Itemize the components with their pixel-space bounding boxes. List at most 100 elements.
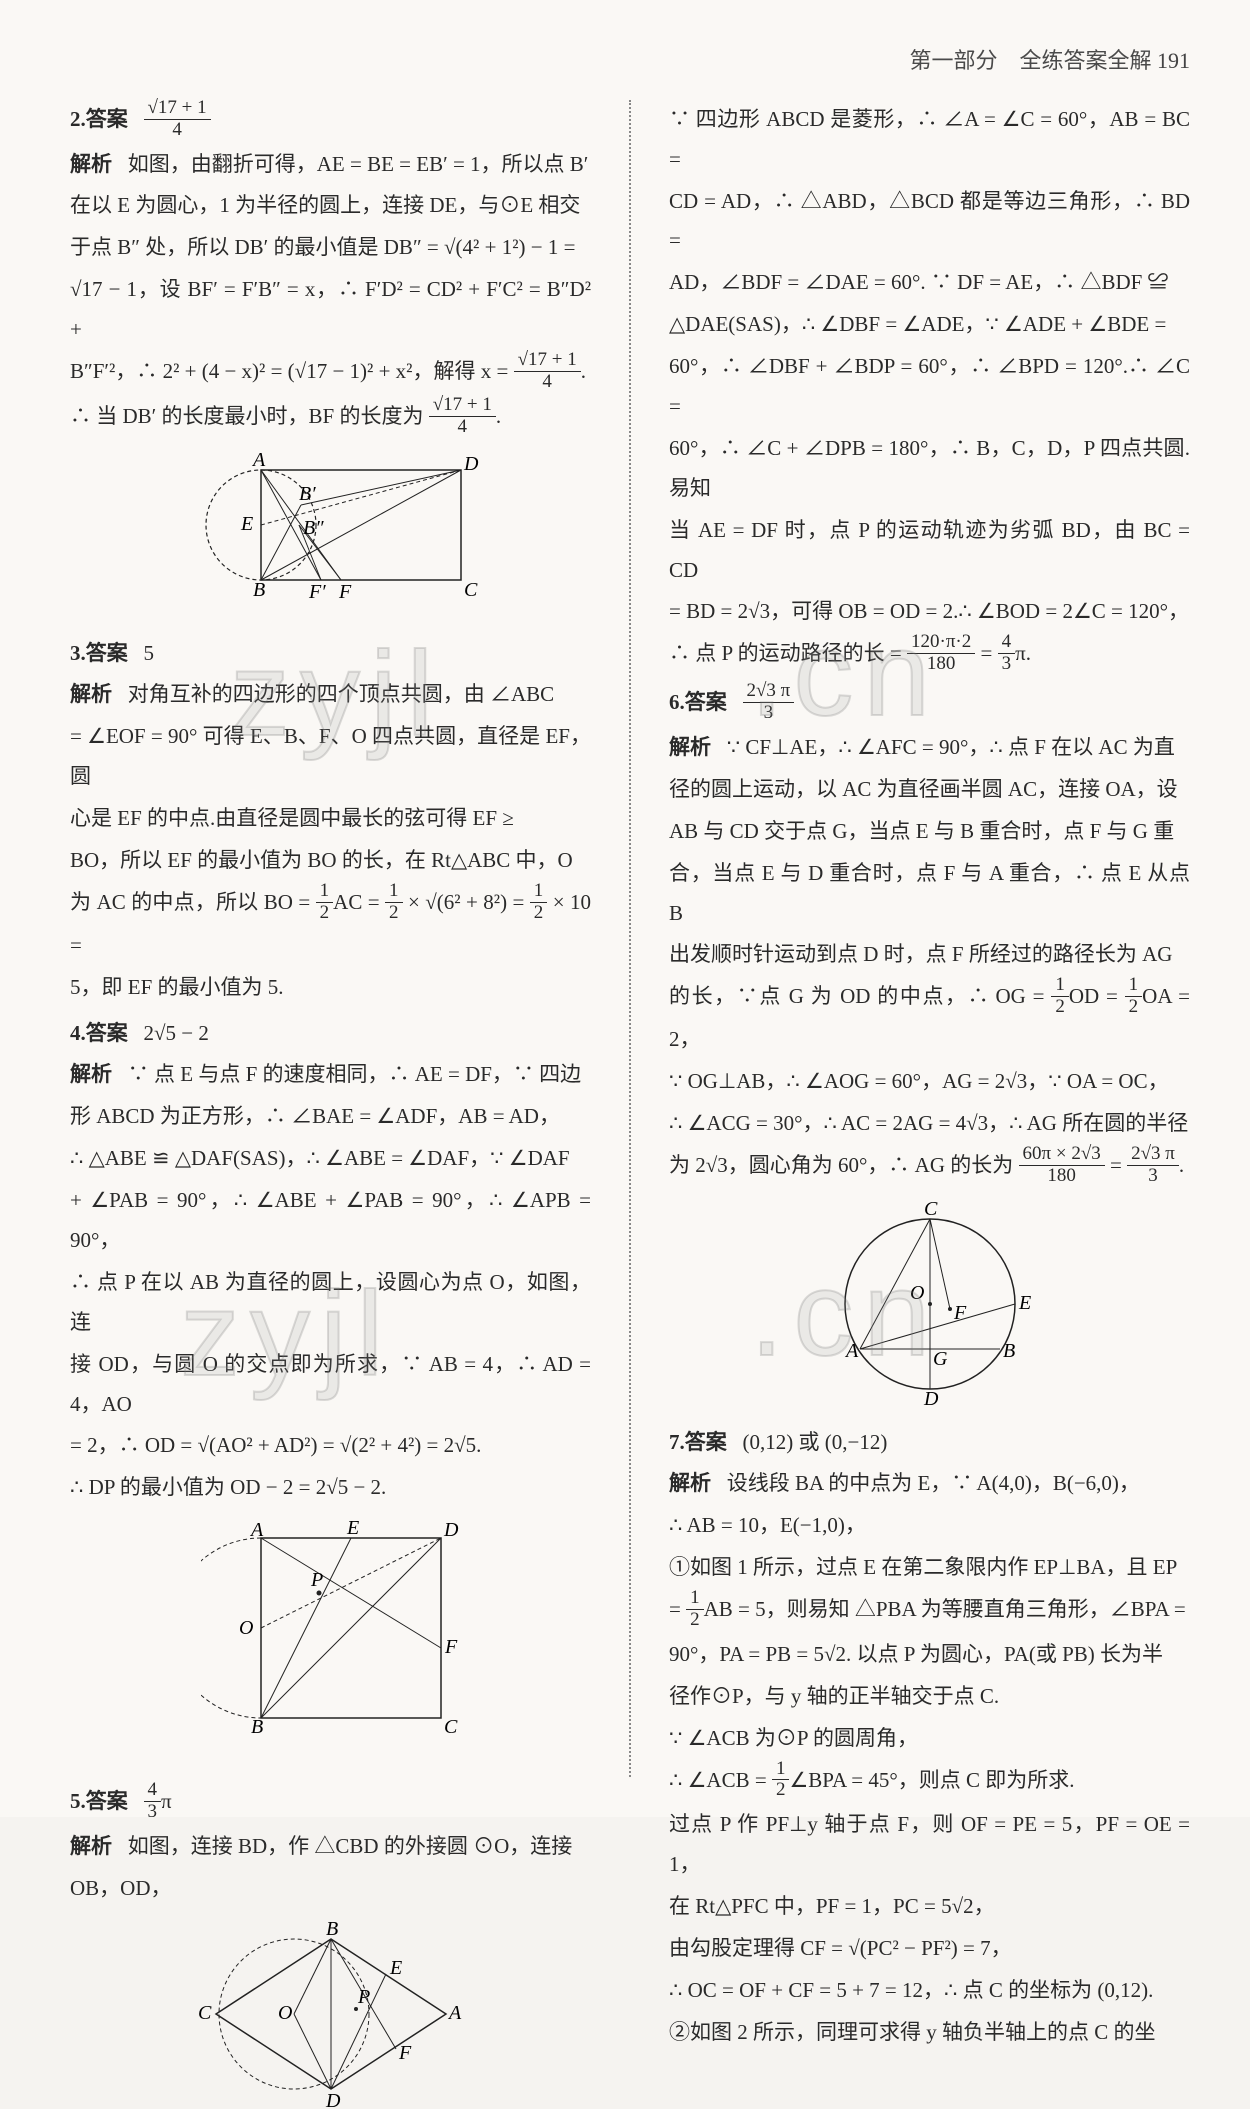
q6-p4: 合，当点 E 与 D 重合时，点 F 与 A 重合，∴ 点 E 从点 B [669,854,1190,934]
q4-num: 4. [70,1021,86,1045]
q6-ans-label: 答案 [685,690,727,714]
svg-text:C: C [924,1199,938,1220]
q5-answer-line: 5.答案 43π [70,1782,591,1825]
q6-p8: ∴ ∠ACG = 30°，∴ AC = 2AG = 4√3，∴ AG 所在圆的半… [669,1104,1190,1144]
q3-exp-label: 解析 [70,682,112,706]
q5c-p6: 60°，∴ ∠C + ∠DPB = 180°，∴ B，C，D，P 四点共圆.易知 [669,429,1190,509]
q5: 5.答案 43π 解析 如图，连接 BD，作 △CBD 的外接圆 ⊙O，连接 O… [70,1782,591,2109]
q6-p3: AB 与 CD 交于点 G，当点 E 与 B 重合时，点 F 与 G 重 [669,812,1190,852]
q3-p4: BO，所以 EF 的最小值为 BO 的长，在 Rt△ABC 中，O [70,841,591,881]
q5c-p7: 当 AE = DF 时，点 P 的运动轨迹为劣弧 BD，由 BC = CD [669,511,1190,591]
q4-answer-line: 4.答案 2√5 − 2 [70,1014,591,1054]
q2-figure: A D B C E B′ B″ F F′ [70,450,591,620]
svg-text:D: D [325,2090,341,2109]
page: 第一部分 全练答案全解 191 zyjl .cn zyjl .cn 2.答案 √… [0,0,1250,1817]
columns: 2.答案 √17 + 14 解析 如图，由翻折可得，AE = BE = EB′ … [70,100,1190,1777]
q4-svg: A B C D E F O P [201,1518,461,1768]
svg-text:B″: B″ [303,517,324,539]
svg-text:G: G [933,1348,948,1370]
svg-text:B: B [1003,1340,1015,1362]
right-column: ∵ 四边形 ABCD 是菱形，∴ ∠A = ∠C = 60°，AB = BC =… [655,100,1190,1777]
q7-p4: = 12AB = 5，则易知 △PBA 为等腰直角三角形，∠BPA = [669,1590,1190,1633]
svg-text:A: A [251,450,266,471]
q7-p2: ∴ AB = 10，E(−1,0)， [669,1506,1190,1546]
q7-exp-1: 解析 设线段 BA 的中点为 E，∵ A(4,0)，B(−6,0)， [669,1464,1190,1504]
q2-answer-line: 2.答案 √17 + 14 [70,100,591,143]
q6-exp-label: 解析 [669,735,711,759]
q3: 3.答案 5 解析 对角互补的四边形的四个顶点共圆，由 ∠ABC = ∠EOF … [70,634,591,1008]
q5-num: 5. [70,1789,86,1813]
svg-text:B: B [326,1919,338,1940]
q5-p2: OB，OD， [70,1869,591,1909]
page-number: 191 [1157,48,1190,73]
q3-p6: 5，即 EF 的最小值为 5. [70,968,591,1008]
svg-text:B′: B′ [299,483,316,505]
q3-p2: = ∠EOF = 90° 可得 E、B、F、O 四点共圆，直径是 EF，圆 [70,717,591,797]
q3-ans-label: 答案 [86,641,128,665]
q7-p10: 在 Rt△PFC 中，PF = 1，PC = 5√2， [669,1887,1190,1927]
q2-exp-1: 解析 如图，由翻折可得，AE = BE = EB′ = 1，所以点 B′ [70,145,591,185]
q4-figure: A B C D E F O P [70,1518,591,1768]
q7-p11: 由勾股定理得 CF = √(PC² − PF²) = 7， [669,1929,1190,1969]
q5c-p1: ∵ 四边形 ABCD 是菱形，∴ ∠A = ∠C = 60°，AB = BC = [669,100,1190,180]
svg-text:P: P [357,1986,370,2008]
q6-p7: ∵ OG⊥AB，∴ ∠AOG = 60°，AG = 2√3，∵ OA = OC， [669,1062,1190,1102]
svg-text:A: A [249,1519,264,1541]
q6-p2: 径的圆上运动，以 AC 为直径画半圆 AC，连接 OA，设 [669,770,1190,810]
svg-text:E: E [389,1957,402,1979]
svg-text:E: E [1018,1292,1031,1314]
q7-p8: ∴ ∠ACB = 12∠BPA = 45°，则点 C 即为所求. [669,1761,1190,1804]
q7-ans-label: 答案 [685,1430,727,1454]
svg-text:E: E [346,1518,359,1539]
svg-text:O: O [239,1617,253,1639]
q4-ans: 2√5 − 2 [144,1021,209,1045]
q3-num: 3. [70,641,86,665]
q2-p5: B″F′²，∴ 2² + (4 − x)² = (√17 − 1)² + x²，… [70,352,591,395]
q2-svg: A D B C E B′ B″ F F′ [181,450,481,620]
q6-ans-frac: 2√3 π3 [743,681,795,724]
svg-text:D: D [923,1388,939,1409]
q4-p7: = 2，∴ OD = √(AO² + AD²) = √(2² + 4²) = 2… [70,1426,591,1466]
q3-p5: 为 AC 的中点，所以 BO = 12AC = 12 × √(6² + 8²) … [70,883,591,966]
svg-text:O: O [278,2002,292,2024]
q6-num: 6. [669,690,685,714]
q6-p9: 为 2√3，圆心角为 60°，∴ AG 的长为 60π × 2√3180 = 2… [669,1146,1190,1189]
svg-text:C: C [198,2002,212,2024]
q6-exp-1: 解析 ∵ CF⊥AE，∴ ∠AFC = 90°，∴ 点 F 在以 AC 为直 [669,728,1190,768]
q2-p4: √17 − 1，设 BF′ = F′B″ = x，∴ F′D² = CD² + … [70,270,591,350]
q5-svg: A B C D E F O P [186,1919,476,2109]
q2-p3: 于点 B″ 处，所以 DB′ 的最小值是 DB″ = √(4² + 1²) − … [70,228,591,268]
q4-p6: 接 OD，与圆 O 的交点即为所求，∵ AB = 4，∴ AD = 4，AO [70,1345,591,1425]
q7-p3: ①如图 1 所示，过点 E 在第二象限内作 EP⊥BA，且 EP [669,1548,1190,1588]
svg-text:B: B [253,579,265,601]
q6-answer-line: 6.答案 2√3 π3 [669,683,1190,726]
q2-num: 2. [70,107,86,131]
q2: 2.答案 √17 + 14 解析 如图，由翻折可得，AE = BE = EB′ … [70,100,591,620]
q5-exp-1: 解析 如图，连接 BD，作 △CBD 的外接圆 ⊙O，连接 [70,1827,591,1867]
q3-p3: 心是 EF 的中点.由直径是圆中最长的弦可得 EF ≥ [70,799,591,839]
q7-p6: 径作⊙P，与 y 轴的正半轴交于点 C. [669,1677,1190,1717]
q4-ans-label: 答案 [86,1021,128,1045]
svg-text:B: B [251,1716,263,1738]
q7-p5: 90°，PA = PB = 5√2. 以点 P 为圆心，PA(或 PB) 长为半 [669,1635,1190,1675]
q7-p13: ②如图 2 所示，同理可求得 y 轴负半轴上的点 C 的坐 [669,2013,1190,2053]
q4-p8: ∴ DP 的最小值为 OD − 2 = 2√5 − 2. [70,1468,591,1508]
svg-text:A: A [844,1340,859,1362]
q3-exp-1: 解析 对角互补的四边形的四个顶点共圆，由 ∠ABC [70,675,591,715]
q6-p5: 出发顺时针运动到点 D 时，点 F 所经过的路径长为 AG [669,935,1190,975]
svg-text:P: P [310,1569,323,1591]
q4-exp-label: 解析 [70,1062,112,1086]
q2-p2: 在以 E 为圆心，1 为半径的圆上，连接 DE，与⊙E 相交 [70,186,591,226]
q2-ans-frac: √17 + 14 [144,98,211,141]
q5c-p5: 60°，∴ ∠DBF + ∠BDP = 60°，∴ ∠BPD = 120°.∴ … [669,347,1190,427]
section-title: 第一部分 全练答案全解 [909,48,1151,73]
svg-text:A: A [447,2002,462,2024]
q5c-p3: AD，∠BDF = ∠DAE = 60°. ∵ DF = AE，∴ △BDF ≌ [669,263,1190,303]
svg-text:F: F [444,1636,458,1658]
q4-p5: ∴ 点 P 在以 AB 为直径的圆上，设圆心为点 O，如图，连 [70,1263,591,1343]
q7-p9: 过点 P 作 PF⊥y 轴于点 F，则 OF = PE = 5，PF = OE … [669,1805,1190,1885]
q3-ans: 5 [144,641,155,665]
svg-text:F: F [953,1302,967,1324]
q4-p2: 形 ABCD 为正方形，∴ ∠BAE = ∠ADF，AB = AD， [70,1097,591,1137]
q3-answer-line: 3.答案 5 [70,634,591,674]
